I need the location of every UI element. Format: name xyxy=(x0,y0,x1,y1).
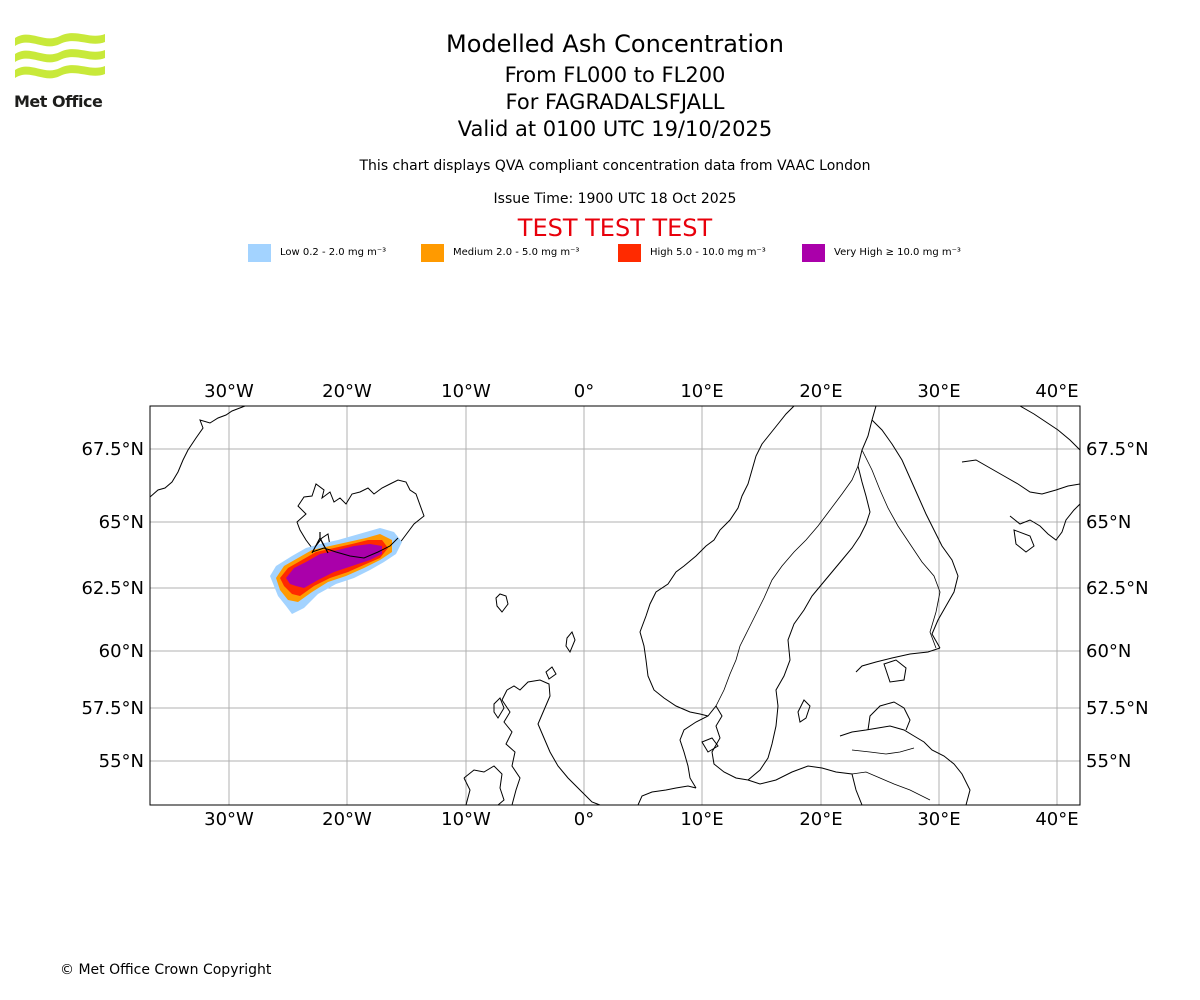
coastline-poland xyxy=(747,765,863,805)
ash-very-high-region xyxy=(286,544,382,588)
flight-level-range: From FL000 to FL200 xyxy=(504,63,726,87)
coastline-hebrides xyxy=(493,697,505,719)
lat-tick-label-left: 55°N xyxy=(99,751,144,772)
coastline-gulf-of-riga xyxy=(867,701,911,731)
met-office-logo-text: Met Office xyxy=(14,92,103,111)
coastline-low-countries xyxy=(637,785,697,805)
lon-tick-label-top: 30°W xyxy=(204,381,254,402)
coastline-white-sea xyxy=(1009,503,1080,541)
coastline-ireland xyxy=(463,765,505,805)
lon-tick-label-top: 40°E xyxy=(1035,381,1078,402)
border-latvia-lithuania xyxy=(851,747,915,755)
coastlines xyxy=(150,406,1080,805)
border-norway-sweden xyxy=(715,465,859,707)
lat-tick-label-left: 57.5°N xyxy=(81,698,144,719)
lat-tick-label-right: 62.5°N xyxy=(1086,578,1149,599)
legend-label-low: Low 0.2 - 2.0 mg m⁻³ xyxy=(280,247,387,258)
issue-time: Issue Time: 1900 UTC 18 Oct 2025 xyxy=(493,191,737,207)
coastline-barents xyxy=(1019,406,1080,451)
map-border xyxy=(149,405,1081,806)
legend-label-medium: Medium 2.0 - 5.0 mg m⁻³ xyxy=(453,247,580,258)
longitude-labels-top: 30°W 20°W 10°W 0° 10°E 20°E 30°E 40°E xyxy=(204,381,1078,402)
lon-tick-label-bottom: 40°E xyxy=(1035,809,1078,830)
lat-tick-label-left: 67.5°N xyxy=(81,439,144,460)
latitude-labels-right: 67.5°N 65°N 62.5°N 60°N 57.5°N 55°N xyxy=(1086,439,1149,772)
legend-swatch-high xyxy=(618,244,641,262)
lat-tick-label-right: 67.5°N xyxy=(1086,439,1149,460)
chart-title: Modelled Ash Concentration xyxy=(446,30,784,58)
lon-tick-label-bottom: 20°W xyxy=(322,809,372,830)
coastline-gotland xyxy=(797,699,811,723)
coastline-sweden xyxy=(747,406,877,781)
met-office-logo: Met Office xyxy=(14,30,106,112)
lon-tick-label-top: 20°E xyxy=(799,381,842,402)
border-baltics xyxy=(851,771,931,801)
coastline-gulf-of-bothnia xyxy=(871,419,959,649)
coastline-finland-south xyxy=(855,647,941,673)
chart-subtitle: This chart displays QVA compliant concen… xyxy=(359,158,871,174)
volcano-name: For FAGRADALSFJALL xyxy=(505,90,725,114)
volcano-icon xyxy=(311,532,329,554)
lon-tick-label-bottom: 30°E xyxy=(917,809,960,830)
lon-tick-label-bottom: 30°W xyxy=(204,809,254,830)
legend-label-very-high: Very High ≥ 10.0 mg m⁻³ xyxy=(834,247,961,258)
ash-plume xyxy=(270,528,402,614)
lon-tick-label-top: 30°E xyxy=(917,381,960,402)
country-borders xyxy=(715,449,941,801)
valid-time: Valid at 0100 UTC 19/10/2025 xyxy=(457,117,773,141)
legend-swatch-medium xyxy=(421,244,444,262)
met-office-logo-icon xyxy=(15,33,105,79)
volcano-marker xyxy=(311,532,329,554)
lat-tick-label-left: 65°N xyxy=(99,512,144,533)
latitude-labels-left: 67.5°N 65°N 62.5°N 60°N 57.5°N 55°N xyxy=(81,439,144,772)
lon-tick-label-top: 10°E xyxy=(680,381,723,402)
lon-tick-label-top: 20°W xyxy=(322,381,372,402)
legend-label-high: High 5.0 - 10.0 mg m⁻³ xyxy=(650,247,766,258)
coastline-norway xyxy=(639,406,795,717)
lat-tick-label-left: 62.5°N xyxy=(81,578,144,599)
coastline-russia-east xyxy=(1013,529,1035,553)
longitude-labels-bottom: 30°W 20°W 10°W 0° 10°E 20°E 30°E 40°E xyxy=(204,809,1078,830)
lon-tick-label-top: 0° xyxy=(574,381,594,402)
lat-tick-label-right: 55°N xyxy=(1086,751,1131,772)
coastline-shetland xyxy=(565,631,576,654)
coastline-britain xyxy=(501,679,601,805)
legend-swatch-low xyxy=(248,244,271,262)
lat-tick-label-right: 60°N xyxy=(1086,641,1131,662)
coastline-greenland xyxy=(150,406,252,498)
border-finland-russia xyxy=(861,449,941,649)
coastline-kola xyxy=(961,459,1080,495)
lake-vanern xyxy=(701,737,719,753)
lon-tick-label-bottom: 0° xyxy=(574,809,594,830)
legend-swatch-very-high xyxy=(802,244,825,262)
lon-tick-label-bottom: 10°W xyxy=(441,809,491,830)
lon-tick-label-bottom: 10°E xyxy=(680,809,723,830)
lat-tick-label-right: 65°N xyxy=(1086,512,1131,533)
copyright: © Met Office Crown Copyright xyxy=(60,962,272,978)
lat-tick-label-right: 57.5°N xyxy=(1086,698,1149,719)
lake-ladoga xyxy=(883,659,907,683)
test-banner: TEST TEST TEST xyxy=(517,214,713,242)
lat-tick-label-left: 60°N xyxy=(99,641,144,662)
lon-tick-label-top: 10°W xyxy=(441,381,491,402)
lon-tick-label-bottom: 20°E xyxy=(799,809,842,830)
coastline-orkney xyxy=(545,666,557,680)
coastline-faroe xyxy=(495,593,509,613)
